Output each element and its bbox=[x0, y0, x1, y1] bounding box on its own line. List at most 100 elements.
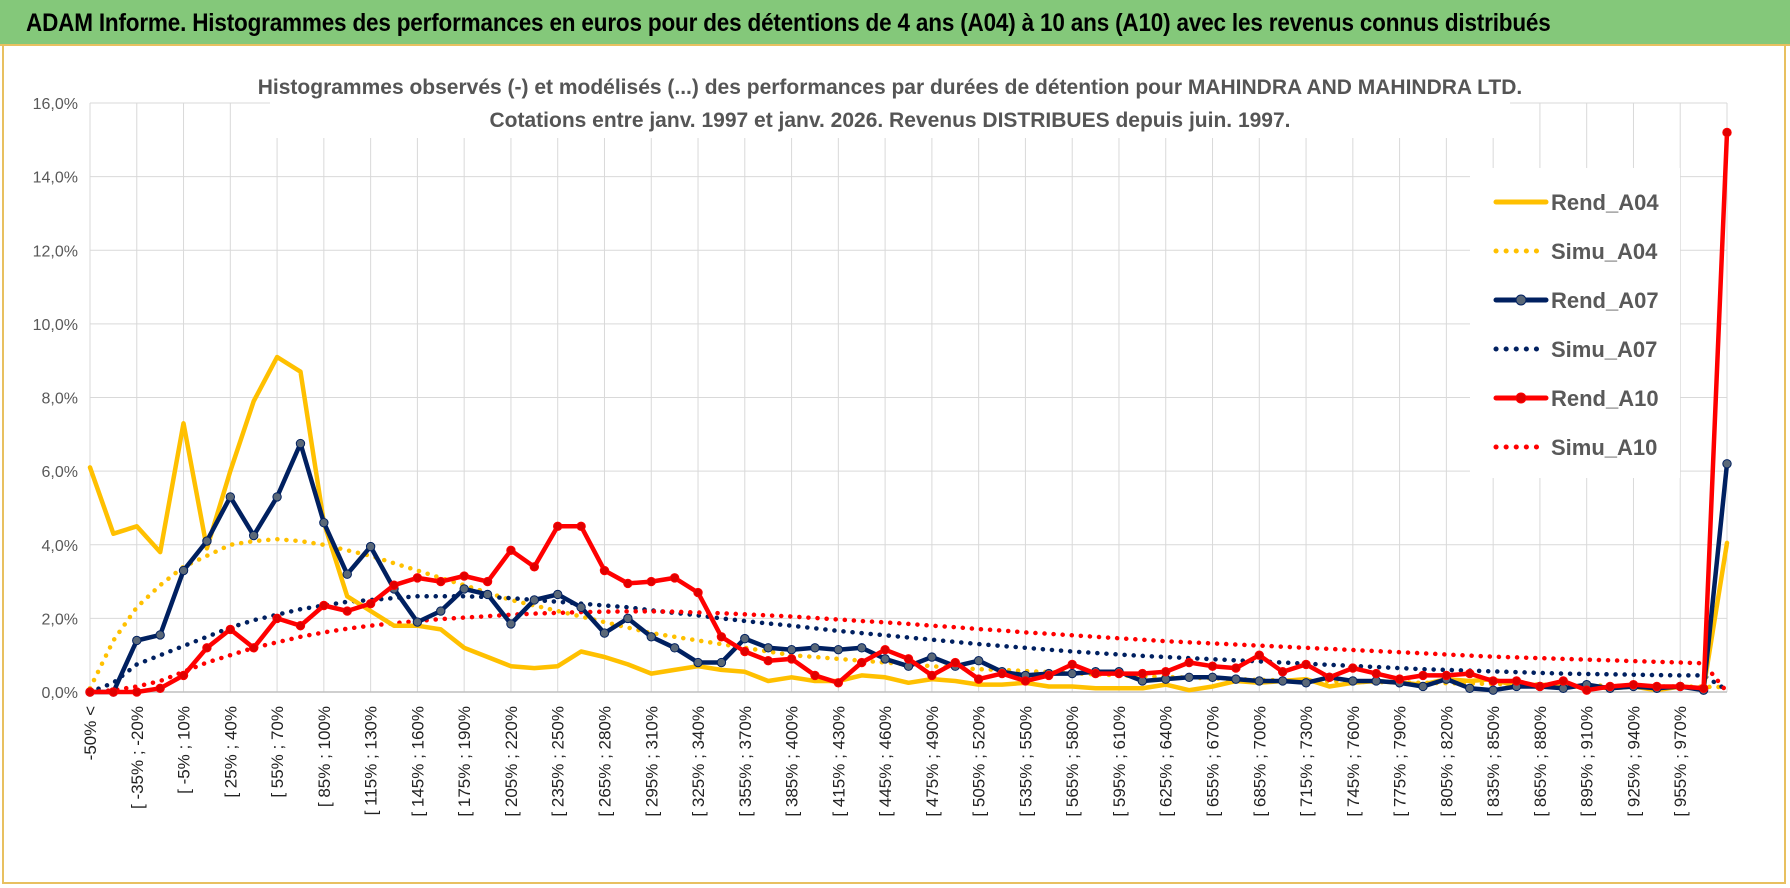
data-point-rend-a10 bbox=[1301, 659, 1311, 670]
data-point-rend-a07 bbox=[178, 565, 189, 576]
x-tick-label: [ 445% ; 460% bbox=[876, 706, 895, 817]
data-point-rend-a10 bbox=[1652, 681, 1662, 692]
data-point-rend-a07 bbox=[973, 656, 984, 666]
data-point-rend-a07 bbox=[225, 492, 236, 502]
x-tick-label: [ -5% ; 10% bbox=[175, 706, 194, 794]
data-point-rend-a10 bbox=[1067, 659, 1077, 670]
data-point-rend-a10 bbox=[342, 606, 352, 616]
y-tick-label: 16,0% bbox=[33, 96, 78, 113]
data-point-rend-a10 bbox=[108, 687, 119, 697]
data-point-rend-a07 bbox=[1418, 681, 1428, 692]
data-point-rend-a07 bbox=[1231, 674, 1241, 684]
data-point-rend-a07 bbox=[342, 569, 352, 579]
data-point-rend-a07 bbox=[412, 617, 423, 627]
y-tick-label: 12,0% bbox=[33, 243, 78, 260]
data-point-rend-a10 bbox=[132, 687, 142, 697]
y-tick-label: 10,0% bbox=[33, 317, 78, 334]
data-point-rend-a10 bbox=[225, 624, 236, 635]
data-point-rend-a10 bbox=[1628, 679, 1639, 690]
legend: Rend_A04 Simu_A04 Rend_A07 Simu_A07 Rend_A10… bbox=[1493, 190, 1659, 460]
data-point-rend-a10 bbox=[459, 571, 469, 581]
data-point-rend-a10 bbox=[903, 654, 914, 664]
x-tick-label: [ 955% ; 970% bbox=[1671, 706, 1690, 817]
legend-background bbox=[1470, 168, 1680, 478]
legend-label-rend-a10: Rend_A10 bbox=[1551, 386, 1659, 411]
x-tick-label: [ 895% ; 910% bbox=[1578, 706, 1597, 817]
header-banner: ADAM Informe. Histogrammes des performan… bbox=[0, 0, 1790, 46]
data-point-rend-a10 bbox=[1231, 663, 1241, 673]
x-tick-label: [ 175% ; 190% bbox=[455, 706, 474, 817]
data-point-rend-a10 bbox=[623, 578, 633, 589]
data-point-rend-a10 bbox=[1535, 681, 1545, 692]
data-point-rend-a10 bbox=[482, 576, 493, 587]
data-point-rend-a10 bbox=[1394, 674, 1405, 684]
data-point-rend-a10 bbox=[529, 562, 540, 572]
data-point-rend-a10 bbox=[389, 580, 399, 590]
data-point-rend-a10 bbox=[1698, 683, 1709, 694]
y-axis: 0,0% 2,0% 4,0% 6,0% 8,0% 10,0% 12,0% 14,0% 16,0% bbox=[33, 96, 78, 702]
data-point-rend-a10 bbox=[1277, 667, 1288, 677]
legend-marker bbox=[1515, 392, 1527, 404]
chart-title-line-2: Cotations entre janv. 1997 et janv. 2026… bbox=[490, 109, 1291, 132]
data-point-rend-a10 bbox=[1488, 676, 1498, 686]
data-point-rend-a07 bbox=[623, 613, 633, 624]
data-point-rend-a10 bbox=[155, 683, 165, 694]
data-point-rend-a10 bbox=[365, 598, 376, 609]
data-point-rend-a07 bbox=[786, 644, 797, 655]
x-tick-label: [ 295% ; 310% bbox=[642, 706, 661, 817]
x-tick-label: [ 355% ; 370% bbox=[736, 706, 755, 817]
data-point-rend-a07 bbox=[1207, 672, 1218, 682]
data-point-rend-a10 bbox=[1722, 127, 1732, 138]
data-point-rend-a10 bbox=[506, 545, 516, 555]
data-point-rend-a10 bbox=[1161, 667, 1171, 677]
x-tick-label: [ 25% ; 40% bbox=[221, 706, 240, 798]
data-point-rend-a07 bbox=[1348, 676, 1358, 686]
x-tick-label: [ 475% ; 490% bbox=[923, 706, 942, 817]
data-point-rend-a10 bbox=[1558, 676, 1569, 686]
data-point-rend-a07 bbox=[1301, 678, 1311, 688]
data-point-rend-a07 bbox=[202, 536, 212, 546]
data-point-rend-a10 bbox=[1511, 676, 1522, 686]
data-point-rend-a10 bbox=[1348, 663, 1358, 673]
data-point-rend-a07 bbox=[436, 606, 446, 616]
y-tick-label: 6,0% bbox=[42, 464, 78, 481]
x-tick-label: [ 655% ; 670% bbox=[1204, 706, 1223, 817]
data-point-rend-a07 bbox=[810, 643, 820, 653]
data-point-rend-a10 bbox=[1605, 681, 1615, 692]
x-tick-label: [ 265% ; 280% bbox=[595, 706, 614, 817]
data-point-rend-a07 bbox=[1465, 683, 1475, 694]
x-tick-label: [ 625% ; 640% bbox=[1157, 706, 1176, 817]
data-point-rend-a10 bbox=[1324, 672, 1335, 682]
x-tick-label: [ 325% ; 340% bbox=[689, 706, 708, 817]
data-point-rend-a10 bbox=[646, 576, 656, 587]
x-tick-label: [ 415% ; 430% bbox=[829, 706, 848, 817]
y-tick-label: 14,0% bbox=[33, 170, 78, 187]
x-tick-label: [ 745% ; 760% bbox=[1344, 706, 1363, 817]
data-point-rend-a10 bbox=[599, 565, 610, 576]
legend-label-simu-a07: Simu_A07 bbox=[1551, 337, 1657, 362]
data-point-rend-a10 bbox=[295, 621, 306, 631]
data-point-rend-a10 bbox=[319, 600, 329, 611]
data-point-rend-a10 bbox=[1044, 670, 1054, 681]
x-tick-label: -50% < bbox=[81, 706, 100, 760]
data-point-rend-a07 bbox=[646, 632, 656, 642]
data-point-rend-a10 bbox=[810, 670, 820, 681]
y-tick-label: 0,0% bbox=[42, 685, 78, 702]
data-point-rend-a10 bbox=[669, 573, 680, 583]
x-tick-label: [ 925% ; 940% bbox=[1624, 706, 1643, 817]
data-point-rend-a07 bbox=[669, 643, 680, 653]
data-point-rend-a07 bbox=[576, 602, 586, 613]
x-tick-label: [ 385% ; 400% bbox=[783, 706, 802, 817]
data-point-rend-a07 bbox=[272, 492, 282, 502]
data-point-rend-a10 bbox=[1418, 670, 1428, 681]
data-point-rend-a10 bbox=[178, 670, 189, 681]
data-point-rend-a07 bbox=[132, 635, 142, 646]
data-point-rend-a07 bbox=[599, 628, 610, 638]
data-point-rend-a07 bbox=[857, 643, 867, 653]
data-point-rend-a07 bbox=[716, 657, 727, 668]
data-point-rend-a10 bbox=[202, 643, 212, 653]
legend-label-rend-a07: Rend_A07 bbox=[1551, 288, 1659, 313]
legend-label-simu-a04: Simu_A04 bbox=[1551, 239, 1658, 264]
x-tick-label: [ 505% ; 520% bbox=[970, 706, 989, 817]
